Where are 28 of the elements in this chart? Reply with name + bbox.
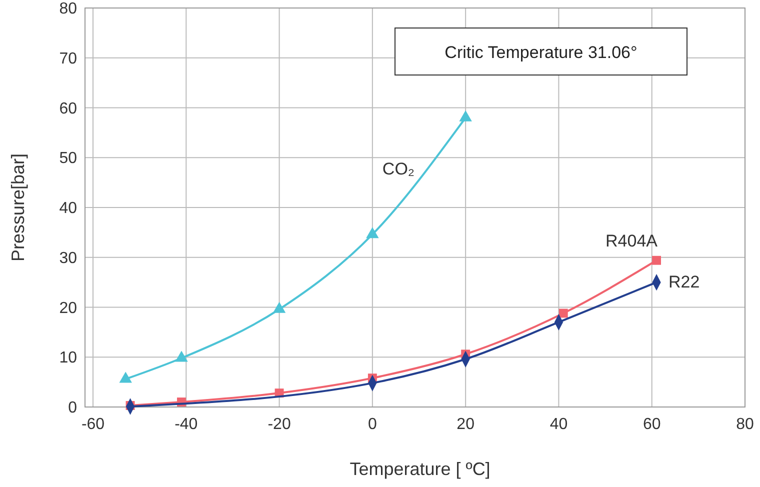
point <box>558 308 568 318</box>
x-axis-title: Temperature [ ºC] <box>350 459 490 479</box>
point <box>366 227 379 238</box>
annotation: Critic Temperature 31.06° <box>444 42 638 62</box>
x-tick-label: 20 <box>456 416 475 433</box>
y-tick-label: 70 <box>59 50 78 68</box>
x-tick-label: -40 <box>174 416 198 433</box>
y-tick-label: 20 <box>59 300 78 317</box>
y-tick-label: 10 <box>59 350 78 367</box>
y-tick-label: 50 <box>59 150 78 168</box>
series-label: R404A <box>606 231 658 250</box>
x-tick-label: 80 <box>736 416 754 433</box>
x-tick-label: -20 <box>268 416 291 433</box>
x-tick-label: 60 <box>642 416 661 433</box>
point <box>459 110 472 122</box>
x-tick-label: 0 <box>368 416 377 433</box>
point <box>272 302 286 313</box>
x-tick-label: 40 <box>550 416 568 433</box>
series-label: R22 <box>668 272 700 292</box>
y-tick-label: 60 <box>59 100 78 118</box>
y-tick-label: 30 <box>59 250 78 267</box>
y-tick-label: 0 <box>68 400 78 417</box>
y-tick-label: 80 <box>59 0 78 18</box>
y-tick-label: 40 <box>59 200 78 218</box>
x-tick-label: -60 <box>81 416 105 433</box>
point <box>652 256 661 265</box>
series-label: CO₂ <box>382 159 415 178</box>
y-axis-title: Pressure[bar] <box>8 153 28 262</box>
